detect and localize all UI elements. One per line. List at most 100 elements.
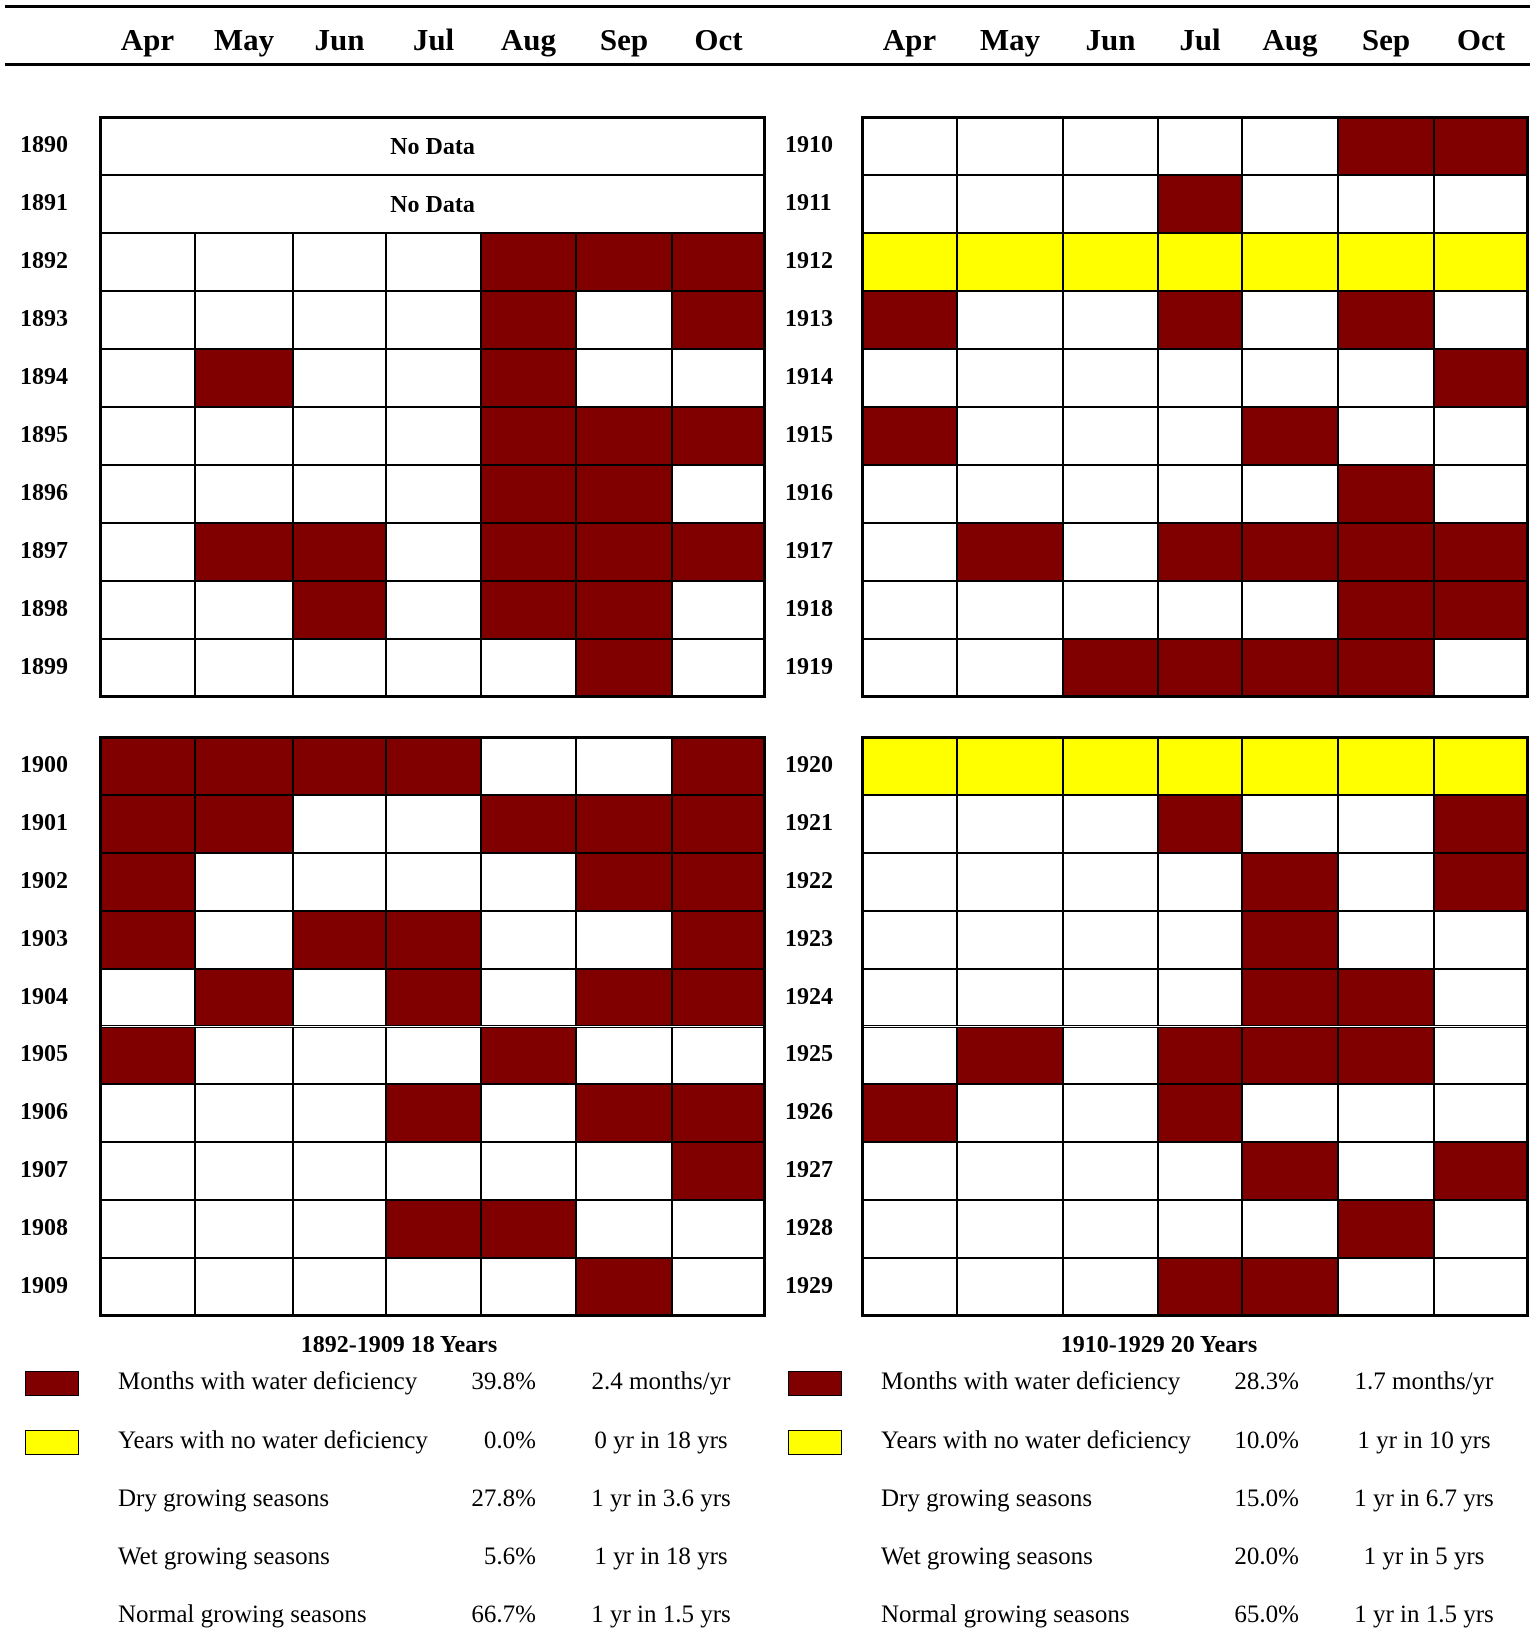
cell-1918-may [957, 581, 1063, 639]
cell-1919-may [957, 639, 1063, 697]
cell-1920-oct [1434, 737, 1528, 795]
cell-1919-apr [862, 639, 957, 697]
cell-1929-oct [1434, 1258, 1528, 1316]
cell-1896-may [195, 465, 293, 523]
cell-1905-apr [100, 1026, 195, 1085]
cell-1926-aug [1242, 1084, 1338, 1143]
cell-1916-may [957, 465, 1063, 523]
cell-1896-aug [481, 465, 576, 523]
cell-1910-jul [1158, 117, 1242, 175]
legend-row-0: Months with water deficiency 28.3% 1.7 mon… [788, 1368, 1529, 1398]
legend-frequency: 1.7 months/yr [1354, 1368, 1494, 1395]
cell-1914-oct [1434, 349, 1528, 407]
year-label-1923: 1923 [785, 925, 833, 952]
legend-label: Years with no water deficiency [881, 1427, 1191, 1454]
year-label-1906: 1906 [20, 1099, 68, 1126]
cell-1917-oct [1434, 523, 1528, 581]
cell-1924-jul [1158, 968, 1242, 1027]
cell-1897-sep [576, 523, 672, 581]
cell-1898-oct [672, 581, 765, 639]
header-top-rule [5, 5, 1530, 8]
cell-1896-jun [293, 465, 386, 523]
cell-1925-jul [1158, 1026, 1242, 1085]
legend-row-2: Dry growing seasons 15.0% 1 yr in 6.7 yrs [789, 1485, 1529, 1515]
year-label-1909: 1909 [20, 1273, 68, 1300]
cell-1921-jun [1063, 794, 1158, 853]
cell-1921-may [957, 794, 1063, 853]
cell-1894-apr [100, 349, 195, 407]
cell-1919-jul [1158, 639, 1242, 697]
cell-1893-may [195, 291, 293, 349]
cell-1894-may [195, 349, 293, 407]
year-label-1929: 1929 [785, 1273, 833, 1300]
cell-1925-sep [1338, 1026, 1434, 1085]
year-label-1911: 1911 [785, 190, 832, 216]
cell-1894-jul [386, 349, 481, 407]
legend-percent: 0.0% [483, 1427, 536, 1454]
cell-1913-oct [1434, 291, 1528, 349]
cell-1904-apr [100, 968, 195, 1027]
cell-1901-sep [576, 794, 672, 853]
cell-1894-aug [481, 349, 576, 407]
cell-1892-aug [481, 233, 576, 291]
cell-1917-sep [1338, 523, 1434, 581]
cell-1918-sep [1338, 581, 1434, 639]
cell-1911-oct [1434, 175, 1528, 233]
cell-1900-apr [100, 737, 195, 795]
cell-1924-sep [1338, 968, 1434, 1027]
cell-1927-jun [1063, 1142, 1158, 1201]
year-label-1926: 1926 [785, 1099, 833, 1126]
cell-1913-apr [862, 291, 957, 349]
legend-percent: 15.0% [1234, 1485, 1299, 1512]
year-label-1892: 1892 [20, 248, 68, 274]
no-data-cell-1891: No Data [100, 175, 765, 233]
cell-1923-oct [1434, 910, 1528, 969]
cell-1901-apr [100, 794, 195, 853]
year-label-1901: 1901 [20, 809, 68, 836]
cell-1921-oct [1434, 794, 1528, 853]
year-label-1898: 1898 [20, 596, 68, 622]
month-label-right-jun: Jun [1085, 22, 1136, 57]
cell-1926-jul [1158, 1084, 1242, 1143]
cell-1904-may [195, 968, 293, 1027]
cell-1915-jun [1063, 407, 1158, 465]
cell-1908-may [195, 1200, 293, 1259]
cell-1892-sep [576, 233, 672, 291]
legend-percent: 27.8% [471, 1485, 536, 1512]
month-label-left-jul: Jul [412, 22, 455, 57]
cell-1906-jul [386, 1084, 481, 1143]
cell-1898-jul [386, 581, 481, 639]
cell-1921-aug [1242, 794, 1338, 853]
cell-1923-may [957, 910, 1063, 969]
month-label-left-jun: Jun [314, 22, 365, 57]
legend-frequency: 2.4 months/yr [591, 1368, 731, 1395]
cell-1906-oct [672, 1084, 765, 1143]
right-period-caption: 1910-1929 20 Years [1060, 1332, 1258, 1358]
cell-1912-jun [1063, 233, 1158, 291]
cell-1928-apr [862, 1200, 957, 1259]
cell-1914-apr [862, 349, 957, 407]
cell-1910-apr [862, 117, 957, 175]
cell-1896-jul [386, 465, 481, 523]
legend-swatch-no_deficiency [25, 1430, 79, 1455]
month-label-right-may: May [979, 22, 1041, 57]
cell-1914-aug [1242, 349, 1338, 407]
cell-1916-jul [1158, 465, 1242, 523]
cell-1912-oct [1434, 233, 1528, 291]
cell-1927-oct [1434, 1142, 1528, 1201]
legend-frequency: 1 yr in 1.5 yrs [1354, 1601, 1494, 1628]
year-label-1922: 1922 [785, 867, 833, 894]
cell-1926-sep [1338, 1084, 1434, 1143]
cell-1912-jul [1158, 233, 1242, 291]
cell-1902-oct [672, 852, 765, 911]
legend-swatch-no_deficiency [788, 1430, 842, 1455]
legend-frequency: 1 yr in 10 yrs [1357, 1427, 1491, 1454]
cell-1922-sep [1338, 852, 1434, 911]
cell-1917-jun [1063, 523, 1158, 581]
cell-1917-aug [1242, 523, 1338, 581]
legend-row-3: Wet growing seasons 20.0% 1 yr in 5 yrs [789, 1543, 1529, 1573]
cell-1896-sep [576, 465, 672, 523]
cell-1896-oct [672, 465, 765, 523]
year-label-1914: 1914 [785, 364, 833, 390]
year-label-1919: 1919 [785, 654, 833, 680]
